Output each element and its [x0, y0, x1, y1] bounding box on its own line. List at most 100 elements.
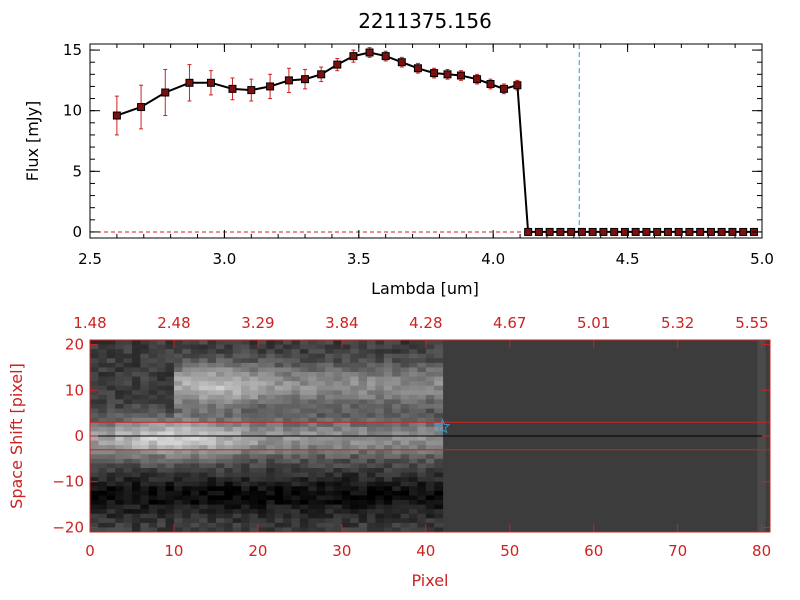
image-pixel	[283, 367, 292, 373]
image-pixel	[224, 463, 234, 469]
image-pixel	[417, 463, 427, 469]
image-pixel	[232, 376, 242, 382]
image-pixel	[274, 399, 284, 405]
image-pixel	[199, 385, 209, 391]
image-pixel	[131, 417, 141, 423]
image-pixel	[106, 404, 116, 410]
image-pixel	[308, 472, 318, 478]
image-pixel	[434, 408, 444, 414]
image-pixel	[115, 477, 125, 483]
image-pixel	[400, 504, 410, 510]
image-pixel	[182, 445, 192, 451]
image-pixel	[215, 390, 225, 396]
image-pixel	[106, 344, 116, 350]
image-pixel	[358, 349, 368, 355]
image-pixel	[417, 490, 427, 496]
image-pixel	[232, 513, 242, 519]
image-pixel	[375, 344, 385, 350]
image-pixel	[383, 381, 393, 387]
image-pixel	[90, 468, 99, 474]
image-pixel	[358, 358, 368, 364]
image-pixel	[333, 509, 343, 515]
image-pixel	[90, 381, 99, 387]
image-pixel	[182, 522, 192, 528]
image-pixel	[434, 431, 444, 437]
image-pixel	[140, 358, 150, 364]
image-pixel	[90, 344, 99, 350]
image-pixel	[131, 376, 141, 382]
image-pixel	[199, 504, 209, 510]
image-pixel	[266, 353, 276, 359]
image-pixel	[358, 472, 368, 478]
image-pixel	[98, 468, 108, 474]
image-pixel	[425, 518, 435, 524]
image-pixel	[358, 381, 368, 387]
image-pixel	[148, 518, 158, 524]
image-pixel	[173, 468, 183, 474]
image-pixel	[425, 358, 435, 364]
image-pixel	[123, 394, 133, 400]
image-pixel	[325, 449, 334, 455]
image-pixel	[308, 408, 318, 414]
image-pixel	[182, 358, 192, 364]
image-pixel	[392, 486, 402, 492]
image-pixel	[392, 472, 402, 478]
image-pixel	[182, 399, 192, 405]
image-pixel	[325, 385, 334, 391]
image-pixel	[157, 417, 167, 423]
image-pixel	[392, 509, 402, 515]
image-pixel	[131, 340, 141, 346]
image-pixel	[325, 426, 334, 432]
image-pixel	[123, 417, 133, 423]
image-pixel	[98, 509, 108, 515]
image-pixel	[131, 390, 141, 396]
image-pixel	[140, 340, 150, 346]
image-pixel	[299, 413, 309, 419]
image-pixel	[308, 372, 318, 378]
image-pixel	[417, 340, 427, 346]
image-pixel	[249, 367, 259, 373]
image-pixel	[98, 353, 108, 359]
image-pixel	[199, 417, 209, 423]
image-pixel	[190, 440, 200, 446]
image-pixel	[182, 394, 192, 400]
image-pixel	[148, 458, 158, 464]
image-pixel	[182, 449, 192, 455]
image-pixel	[274, 362, 284, 368]
image-pixel	[350, 426, 360, 432]
image-pixel	[400, 458, 410, 464]
image-pixel	[123, 349, 133, 355]
image-pixel	[207, 436, 217, 442]
image-pixel	[392, 481, 402, 487]
y-tick-label: −10	[52, 473, 84, 491]
image-pixel	[106, 468, 116, 474]
image-pixel	[232, 349, 242, 355]
image-pixel	[400, 454, 410, 460]
image-pixel	[434, 486, 444, 492]
image-pixel	[358, 367, 368, 373]
image-pixel	[266, 394, 276, 400]
image-pixel	[157, 431, 167, 437]
image-pixel	[131, 408, 141, 414]
image-pixel	[283, 390, 292, 396]
image-pixel	[165, 431, 175, 437]
image-pixel	[224, 458, 234, 464]
image-pixel	[241, 440, 251, 446]
image-pixel	[383, 349, 393, 355]
image-pixel	[173, 367, 183, 373]
image-pixel	[392, 422, 402, 428]
image-pixel	[148, 440, 158, 446]
image-pixel	[350, 500, 360, 506]
image-pixel	[341, 344, 351, 350]
image-pixel	[215, 495, 225, 501]
image-pixel	[325, 353, 334, 359]
image-pixel	[325, 404, 334, 410]
image-pixel	[182, 404, 192, 410]
image-pixel	[350, 463, 360, 469]
image-pixel	[106, 340, 116, 346]
image-pixel	[224, 500, 234, 506]
image-pixel	[308, 340, 318, 346]
image-pixel	[241, 522, 251, 528]
image-pixel	[375, 527, 385, 533]
image-pixel	[434, 344, 444, 350]
